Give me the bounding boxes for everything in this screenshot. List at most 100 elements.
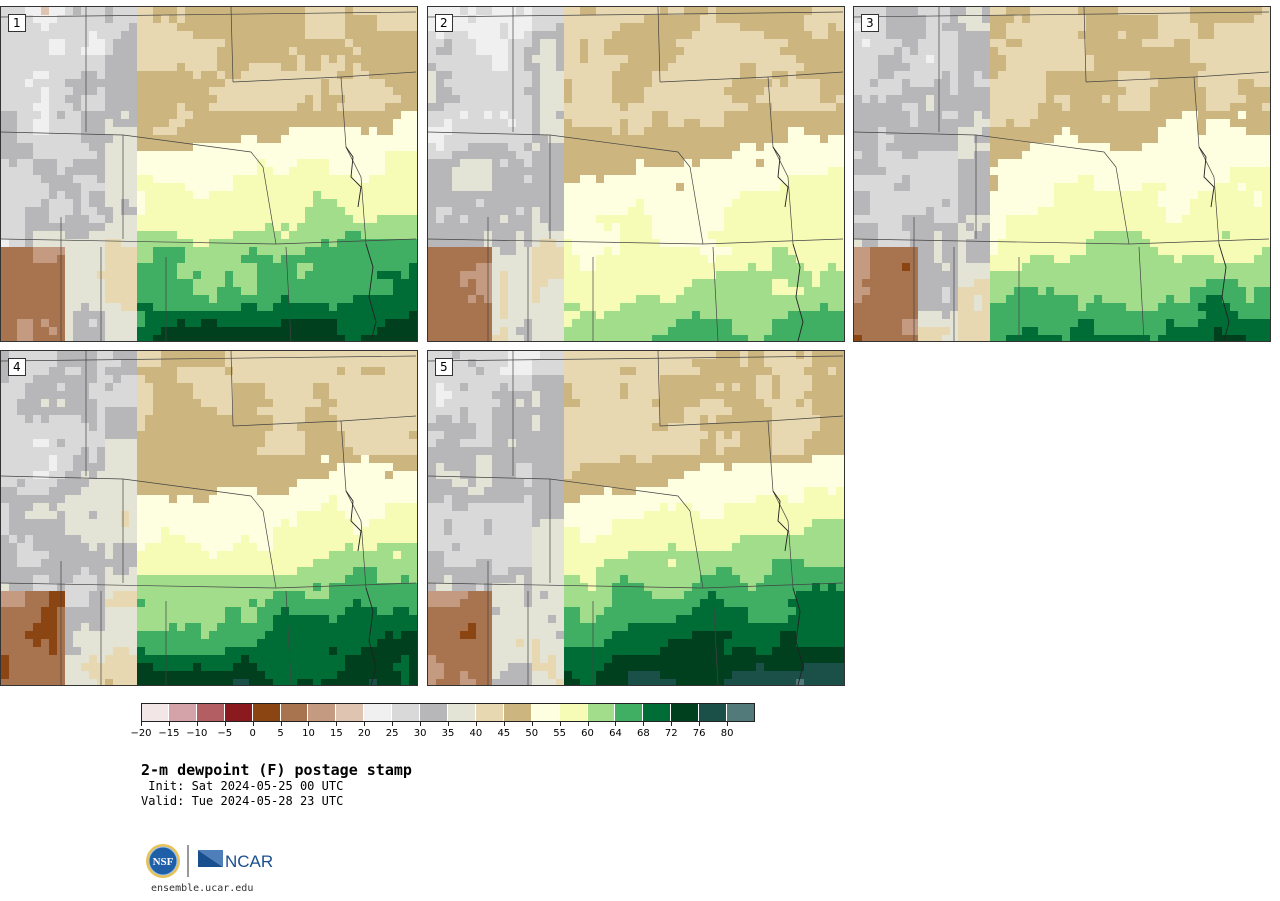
dewpoint-cell	[788, 239, 796, 247]
dewpoint-cell	[894, 23, 902, 31]
dewpoint-cell	[1206, 7, 1214, 15]
dewpoint-cell	[177, 255, 185, 263]
dewpoint-cell	[724, 263, 732, 271]
dewpoint-cell	[41, 335, 49, 341]
dewpoint-cell	[828, 7, 836, 15]
dewpoint-cell	[65, 239, 73, 247]
dewpoint-cell	[628, 79, 636, 87]
dewpoint-cell	[708, 183, 716, 191]
dewpoint-cell	[894, 71, 902, 79]
dewpoint-cell	[257, 327, 265, 335]
dewpoint-cell	[548, 55, 556, 63]
dewpoint-cell	[353, 199, 361, 207]
dewpoint-cell	[185, 103, 193, 111]
dewpoint-cell	[265, 167, 273, 175]
dewpoint-cell	[516, 119, 524, 127]
dewpoint-cell	[89, 199, 97, 207]
dewpoint-cell	[452, 167, 460, 175]
dewpoint-cell	[918, 39, 926, 47]
dewpoint-cell	[596, 55, 604, 63]
dewpoint-cell	[249, 39, 257, 47]
dewpoint-cell	[233, 287, 241, 295]
dewpoint-cell	[81, 23, 89, 31]
dewpoint-cell	[385, 143, 393, 151]
dewpoint-cell	[33, 207, 41, 215]
dewpoint-cell	[297, 327, 305, 335]
dewpoint-cell	[724, 215, 732, 223]
dewpoint-cell	[145, 335, 153, 341]
dewpoint-cell	[33, 239, 41, 247]
dewpoint-cell	[377, 71, 385, 79]
dewpoint-cell	[870, 55, 878, 63]
dewpoint-cell	[41, 199, 49, 207]
dewpoint-cell	[492, 39, 500, 47]
dewpoint-cell	[732, 135, 740, 143]
dewpoint-cell	[644, 223, 652, 231]
dewpoint-cell	[652, 175, 660, 183]
dewpoint-cell	[113, 159, 121, 167]
dewpoint-cell	[41, 111, 49, 119]
dewpoint-cell	[460, 39, 468, 47]
dewpoint-cell	[25, 15, 33, 23]
dewpoint-cell	[257, 63, 265, 71]
dewpoint-cell	[257, 111, 265, 119]
dewpoint-cell	[604, 279, 612, 287]
dewpoint-cell	[105, 31, 113, 39]
dewpoint-cell	[692, 247, 700, 255]
dewpoint-cell	[756, 223, 764, 231]
dewpoint-cell	[1134, 7, 1142, 15]
dewpoint-cell	[33, 15, 41, 23]
dewpoint-cell	[153, 199, 161, 207]
dewpoint-cell	[265, 223, 273, 231]
dewpoint-cell	[604, 143, 612, 151]
dewpoint-cell	[796, 247, 804, 255]
dewpoint-cell	[1030, 63, 1038, 71]
dewpoint-cell	[676, 175, 684, 183]
dewpoint-cell	[161, 79, 169, 87]
dewpoint-cell	[484, 79, 492, 87]
dewpoint-cell	[1038, 15, 1046, 23]
dewpoint-cell	[313, 207, 321, 215]
dewpoint-cell	[65, 23, 73, 31]
dewpoint-cell	[345, 311, 353, 319]
dewpoint-cell	[81, 175, 89, 183]
dewpoint-cell	[820, 127, 828, 135]
dewpoint-cell	[337, 279, 345, 287]
dewpoint-cell	[89, 239, 97, 247]
dewpoint-cell	[820, 199, 828, 207]
dewpoint-cell	[369, 95, 377, 103]
dewpoint-cell	[780, 55, 788, 63]
dewpoint-cell	[958, 71, 966, 79]
dewpoint-cell	[508, 295, 516, 303]
dewpoint-cell	[724, 47, 732, 55]
dewpoint-cell	[73, 111, 81, 119]
dewpoint-cell	[636, 47, 644, 55]
dewpoint-cell	[217, 263, 225, 271]
dewpoint-cell	[161, 47, 169, 55]
dewpoint-cell	[676, 191, 684, 199]
dewpoint-cell	[676, 15, 684, 23]
dewpoint-cell	[812, 159, 820, 167]
dewpoint-cell	[812, 335, 820, 341]
dewpoint-cell	[902, 7, 910, 15]
dewpoint-cell	[836, 311, 844, 319]
dewpoint-cell	[337, 95, 345, 103]
dewpoint-cell	[377, 223, 385, 231]
dewpoint-cell	[409, 175, 417, 183]
dewpoint-cell	[636, 55, 644, 63]
dewpoint-cell	[780, 111, 788, 119]
dewpoint-cell	[756, 207, 764, 215]
dewpoint-cell	[548, 223, 556, 231]
dewpoint-cell	[1142, 23, 1150, 31]
dewpoint-cell	[748, 295, 756, 303]
dewpoint-cell	[217, 151, 225, 159]
dewpoint-cell	[305, 87, 313, 95]
dewpoint-cell	[1214, 39, 1222, 47]
dewpoint-cell	[700, 247, 708, 255]
dewpoint-cell	[612, 87, 620, 95]
dewpoint-cell	[780, 191, 788, 199]
dewpoint-cell	[409, 135, 417, 143]
dewpoint-cell	[73, 87, 81, 95]
dewpoint-cell	[476, 303, 484, 311]
dewpoint-cell	[492, 143, 500, 151]
